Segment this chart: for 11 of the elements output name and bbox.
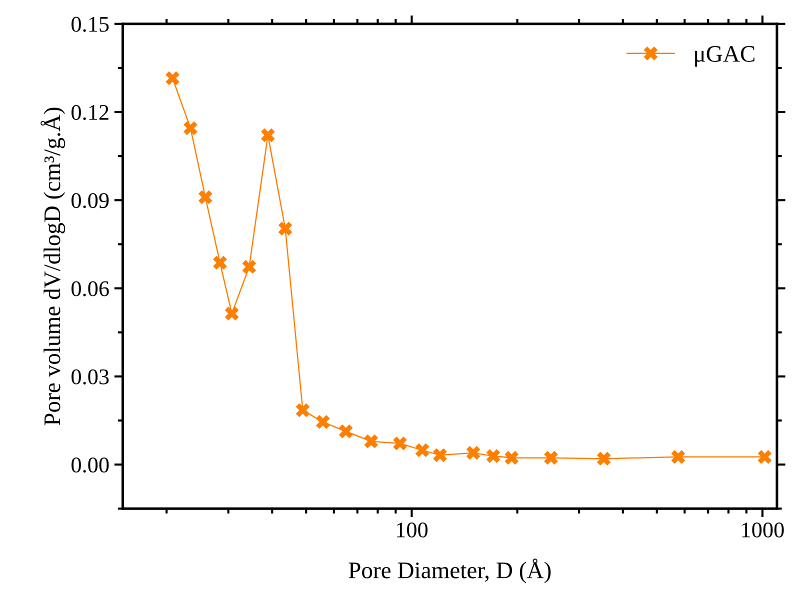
legend-label: μGAC [695, 46, 754, 67]
y-tick-label: 0.06 [72, 281, 109, 296]
x-axis-title: Pore Diameter, D (Å) [348, 558, 551, 584]
y-tick-label: 0.03 [72, 369, 109, 384]
y-axis-title: Pore volume dV/dlogD (cm³/g.Å) [40, 108, 66, 426]
x-tick-label: 1000 [742, 522, 784, 538]
y-tick-label: 0.09 [72, 193, 109, 208]
y-tick-label: 0.00 [72, 458, 109, 473]
x-tick-label: 100 [397, 522, 428, 538]
y-tick-label: 0.15 [72, 16, 109, 32]
y-tick-label: 0.12 [72, 104, 108, 120]
